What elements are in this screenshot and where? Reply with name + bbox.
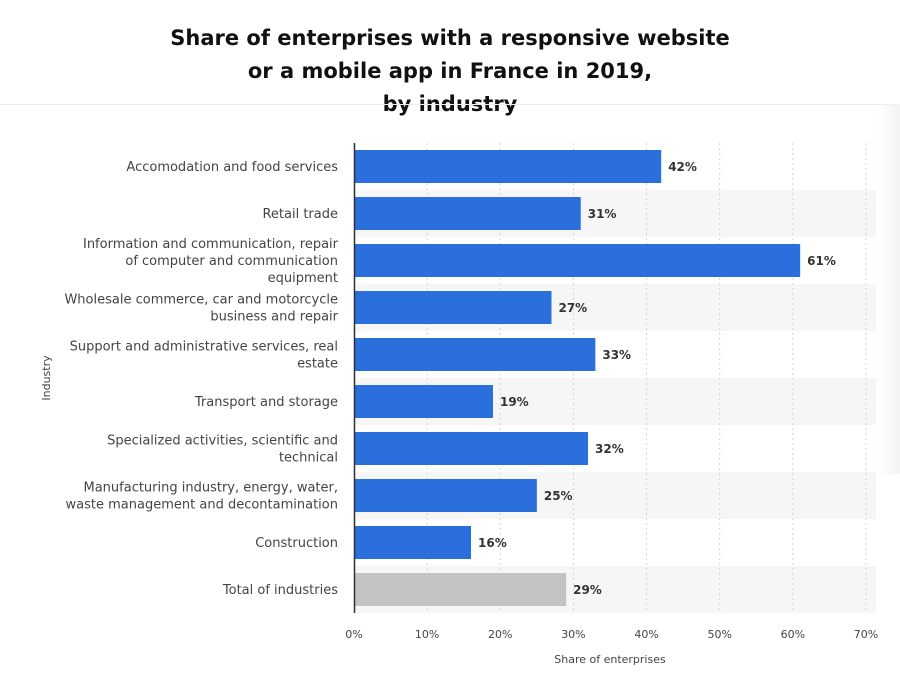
bar: [354, 338, 596, 371]
category-label: Wholesale commerce, car and motorcycle: [64, 293, 338, 308]
category-label: Manufacturing industry, energy, water,: [83, 481, 338, 496]
x-tick-label: 30%: [561, 628, 585, 641]
bar-value-label: 31%: [588, 207, 617, 221]
category-label: technical: [279, 451, 338, 466]
category-label: Retail trade: [262, 207, 338, 222]
title-separator: [0, 104, 900, 105]
bar: [354, 432, 589, 465]
category-label: estate: [297, 357, 338, 372]
right-edge-shadow: [876, 104, 900, 474]
x-tick-label: 40%: [634, 628, 658, 641]
bar-value-label: 32%: [595, 442, 624, 456]
y-axis-title: Industry: [40, 355, 53, 401]
bar: [354, 573, 567, 606]
bar-value-label: 29%: [573, 583, 602, 597]
category-label: of computer and communication: [125, 254, 338, 269]
bar-value-label: 16%: [478, 536, 507, 550]
x-tick-label: 60%: [781, 628, 805, 641]
chart-title: Share of enterprises with a responsive w…: [0, 22, 900, 121]
x-tick-label: 70%: [854, 628, 878, 641]
category-label: business and repair: [210, 310, 338, 325]
chart-title-line-2: or a mobile app in France in 2019,: [247, 59, 653, 83]
bar: [354, 197, 581, 230]
bar-value-label: 27%: [558, 301, 587, 315]
bar-value-label: 25%: [544, 489, 573, 503]
bar: [354, 385, 493, 418]
x-tick-label: 10%: [415, 628, 439, 641]
bar: [354, 291, 552, 324]
category-label: Total of industries: [222, 583, 338, 598]
category-label: Support and administrative services, rea…: [70, 340, 338, 355]
x-tick-label: 50%: [707, 628, 731, 641]
x-axis-title: Share of enterprises: [554, 653, 666, 666]
bar: [354, 526, 472, 559]
category-label: Accomodation and food services: [126, 160, 338, 175]
bar-value-label: 61%: [807, 254, 836, 268]
bar: [354, 244, 801, 277]
bar-value-label: 19%: [500, 395, 529, 409]
category-label: equipment: [268, 271, 338, 286]
category-label: Transport and storage: [194, 395, 338, 410]
chart-title-line-1: Share of enterprises with a responsive w…: [170, 26, 730, 50]
category-label: Specialized activities, scientific and: [107, 434, 338, 449]
x-tick-label: 0%: [345, 628, 362, 641]
category-label: Information and communication, repair: [83, 237, 339, 252]
category-label: Construction: [255, 536, 338, 551]
category-label: waste management and decontamination: [66, 498, 338, 513]
bar-value-label: 33%: [602, 348, 631, 362]
bar: [354, 150, 662, 183]
bar-value-label: 42%: [668, 160, 697, 174]
x-tick-label: 20%: [488, 628, 512, 641]
bar: [354, 479, 537, 512]
